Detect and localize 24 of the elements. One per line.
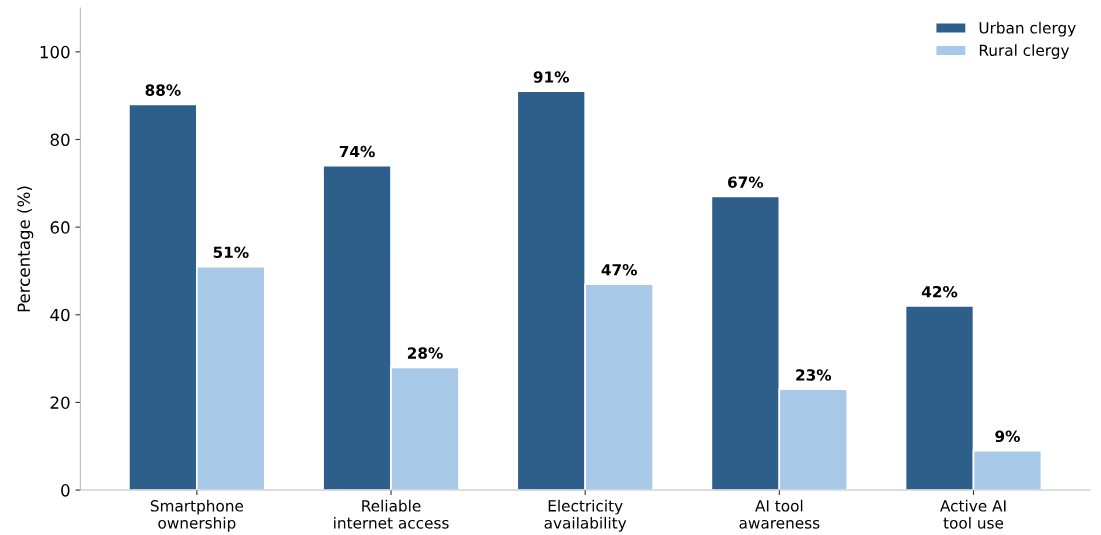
x-tick-label: Active AI tool use [940, 499, 1006, 529]
data-label: 47% [601, 264, 637, 276]
y-tick-label: 0 [61, 484, 70, 497]
y-tick-label: 80 [50, 133, 70, 147]
y-tick-label: 100 [40, 45, 70, 59]
data-label: 88% [145, 84, 181, 96]
data-label: 9% [995, 430, 1020, 443]
y-tick-label: 60 [50, 221, 70, 234]
legend-label: Urban clergy [979, 21, 1076, 37]
y-tick-label: 40 [50, 308, 70, 322]
y-tick-label: 20 [50, 396, 70, 409]
data-label: 74% [339, 145, 375, 158]
data-label: 91% [533, 71, 569, 83]
data-label: 51% [213, 246, 249, 259]
data-label: 23% [796, 369, 832, 381]
x-tick-label: Smartphone ownership [150, 499, 244, 532]
x-tick-label: AI tool awareness [739, 499, 820, 529]
x-tick-label: Electricity availability [544, 499, 627, 532]
data-label: 67% [728, 176, 764, 188]
y-axis-title: Percentage (%) [17, 186, 34, 312]
data-label: 28% [407, 347, 443, 359]
data-label: 42% [921, 285, 958, 298]
legend-label: Rural clergy [979, 44, 1070, 59]
x-tick-label: Reliable internet access [334, 499, 449, 529]
